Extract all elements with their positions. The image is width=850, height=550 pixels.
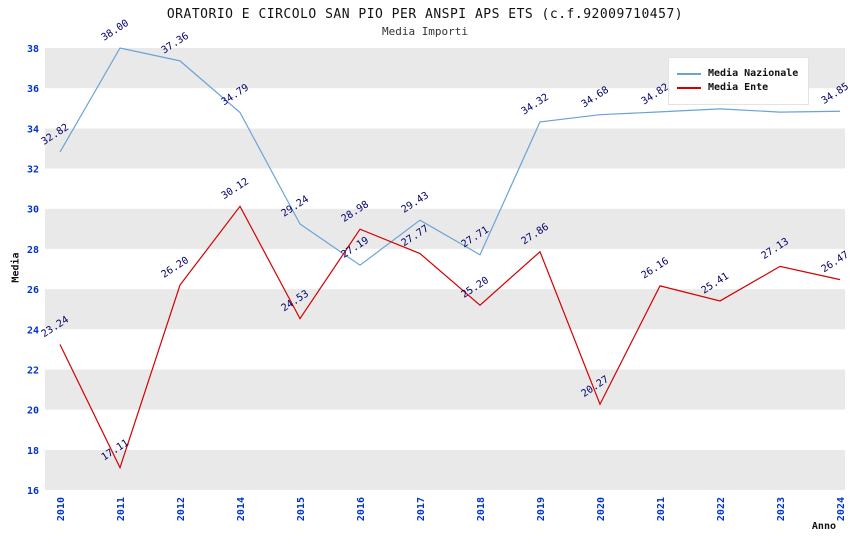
plot-band (45, 409, 845, 450)
plot-band (45, 369, 845, 410)
y-tick-label: 20 (27, 406, 39, 417)
x-tick-label: 2017 (416, 497, 427, 521)
legend-line-ente-icon (677, 86, 701, 89)
x-tick-label: 2016 (356, 497, 367, 521)
y-tick-label: 28 (27, 245, 39, 256)
y-axis-title: Media (10, 252, 22, 283)
y-tick-label: 22 (27, 365, 39, 376)
legend-label-nazionale: Media Nazionale (708, 68, 799, 79)
chart-title: ORATORIO E CIRCOLO SAN PIO PER ANSPI APS… (166, 7, 684, 22)
x-tick-label: 2015 (296, 497, 307, 521)
legend-label-ente: Media Ente (708, 82, 769, 93)
x-tick-label: 2010 (56, 497, 67, 521)
y-tick-label: 16 (27, 486, 39, 497)
plot-band (45, 208, 845, 249)
y-tick-label: 34 (27, 124, 39, 135)
series-line-nazionale (59, 47, 841, 266)
plot-band (45, 248, 845, 290)
x-tick-label: 2011 (116, 497, 127, 521)
x-tick-label: 2022 (716, 497, 727, 521)
legend-line-nazionale-icon (677, 72, 701, 75)
y-tick-label: 30 (27, 205, 39, 216)
y-tick-label: 24 (27, 325, 39, 336)
x-tick-label: 2019 (536, 497, 547, 521)
plot-band (45, 329, 845, 370)
legend: Media Nazionale Media Ente (668, 57, 810, 105)
y-tick-label: 26 (27, 285, 39, 296)
plot-band (45, 289, 845, 330)
y-tick-label: 38 (27, 44, 39, 55)
chart-subtitle: Media Importi (381, 25, 469, 38)
x-tick-label: 2012 (176, 497, 187, 521)
plot-band (45, 449, 845, 490)
legend-item-nazionale: Media Nazionale (677, 68, 798, 79)
y-tick-label: 32 (27, 165, 39, 176)
x-axis-title: Anno (811, 521, 836, 532)
y-tick-label: 18 (27, 446, 39, 457)
x-tick-label: 2018 (476, 497, 487, 521)
x-tick-label: 2023 (776, 497, 787, 521)
series-line-ente (59, 205, 841, 470)
x-tick-label: 2020 (596, 497, 607, 521)
x-tick-label: 2014 (236, 497, 247, 521)
legend-item-ente: Media Ente (677, 82, 798, 93)
x-tick-label: 2024 (836, 497, 847, 521)
plot-band (45, 128, 845, 169)
plot-band (45, 168, 845, 209)
x-tick-label: 2021 (656, 497, 667, 521)
y-tick-label: 36 (27, 84, 39, 95)
